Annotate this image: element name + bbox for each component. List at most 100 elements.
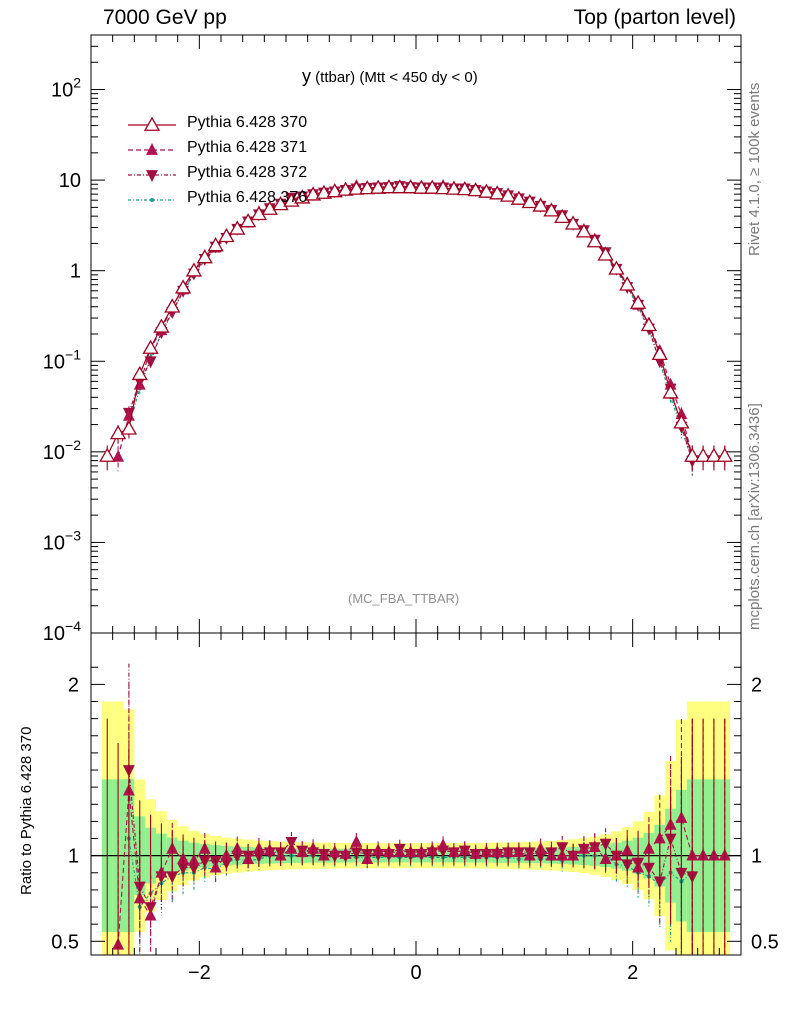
ratio-axis-label: Ratio to Pythia 6.428 370 xyxy=(18,726,35,895)
data-point xyxy=(489,185,506,200)
data-point xyxy=(142,339,159,354)
plot-title-sub: (ttbar) (Mtt < 450 dy < 0) xyxy=(311,69,478,86)
data-point xyxy=(229,220,246,235)
data-point xyxy=(543,202,560,217)
series-main-1 xyxy=(112,179,731,472)
ratio-point xyxy=(144,908,157,921)
data-point xyxy=(120,420,138,435)
data-point xyxy=(218,227,235,243)
data-point xyxy=(554,208,571,224)
ratio-plot-frame xyxy=(90,632,742,956)
data-point xyxy=(532,197,549,212)
series-main-2 xyxy=(122,181,699,476)
y-tick-label: 102 xyxy=(51,75,81,102)
data-point xyxy=(250,205,268,221)
observable-label: Top (parton level) xyxy=(573,6,736,29)
data-point xyxy=(131,365,148,381)
data-point xyxy=(597,246,614,261)
data-point xyxy=(185,262,203,277)
data-point xyxy=(369,179,387,194)
analysis-watermark: (MC_FBA_TTBAR) xyxy=(348,591,460,606)
data-point xyxy=(521,193,538,209)
data-point xyxy=(122,408,135,421)
main-y-axis: 10−4 10−3 10−2 10−1 1 10 102 xyxy=(43,34,741,645)
x-tick-label: −2 xyxy=(188,962,211,984)
data-point xyxy=(261,200,278,215)
data-point xyxy=(144,356,157,369)
data-point xyxy=(326,183,343,198)
ratio-y-axis: 0.5 0.5 1 1 2 2 xyxy=(51,666,779,953)
data-point xyxy=(673,414,690,429)
ratio-tick-label-right: 1 xyxy=(751,846,762,868)
data-point xyxy=(434,180,452,195)
legend-label-370: Pythia 6.428 370 xyxy=(187,114,308,131)
y-tick-label: 1 xyxy=(70,261,81,283)
ratio-tick-label: 0.5 xyxy=(51,931,79,953)
data-point xyxy=(619,276,636,291)
data-point xyxy=(112,449,125,462)
data-point xyxy=(348,180,365,195)
data-point xyxy=(445,180,463,195)
data-point xyxy=(359,180,376,195)
series-line xyxy=(106,186,725,457)
legend-marker xyxy=(146,143,158,155)
ratio-tick-label: 2 xyxy=(68,674,79,696)
data-point xyxy=(413,179,430,194)
data-point xyxy=(402,179,419,194)
y-tick-label: 10 xyxy=(59,170,81,192)
data-point xyxy=(153,318,170,333)
data-point xyxy=(575,223,593,238)
data-point xyxy=(391,179,408,194)
series-line xyxy=(128,187,693,461)
mcplots-reference-label: mcplots.cern.ch [arXiv:1306.3436] xyxy=(746,403,763,630)
data-point xyxy=(510,190,528,205)
ratio-point xyxy=(437,838,450,851)
data-point xyxy=(684,447,701,462)
series-ratio-0 xyxy=(106,718,726,955)
series-line xyxy=(128,185,693,461)
data-point xyxy=(337,181,354,196)
x-tick-label: 2 xyxy=(627,962,638,984)
data-point xyxy=(456,181,473,196)
data-point xyxy=(174,279,192,294)
data-point xyxy=(716,447,733,462)
data-point xyxy=(99,447,116,462)
data-point xyxy=(651,345,668,360)
data-point xyxy=(664,377,677,390)
data-point xyxy=(239,213,257,228)
ratio-bands xyxy=(101,701,731,955)
data-point xyxy=(109,425,127,440)
data-point xyxy=(478,183,495,198)
legend-label-372: Pythia 6.428 372 xyxy=(187,164,308,181)
x-axis: −2 0 2 xyxy=(90,35,742,984)
x-tick-label: 0 xyxy=(410,962,421,984)
legend-marker xyxy=(143,116,161,131)
collision-energy-label: 7000 GeV pp xyxy=(103,6,227,29)
ratio-line xyxy=(128,838,693,909)
data-point xyxy=(608,260,625,275)
legend-label-376: Pythia 6.428 376 xyxy=(187,189,308,206)
data-point xyxy=(315,184,333,199)
y-tick-label: 10−4 xyxy=(43,618,81,645)
ratio-tick-label-right: 0.5 xyxy=(751,931,779,953)
plot-title-main: y xyxy=(302,66,311,86)
y-tick-label: 10−3 xyxy=(43,527,81,554)
data-point xyxy=(629,294,647,309)
y-tick-label: 10−1 xyxy=(43,346,81,373)
legend-marker xyxy=(150,198,154,202)
data-point xyxy=(424,179,441,194)
data-point xyxy=(207,237,224,252)
y-tick-label: 10−2 xyxy=(43,437,81,464)
plot-title: y (ttbar) (Mtt < 450 dy < 0) xyxy=(302,66,478,87)
data-point xyxy=(164,298,181,313)
series-main-0 xyxy=(99,179,733,471)
ratio-point xyxy=(350,834,363,847)
data-point xyxy=(499,187,517,202)
data-point xyxy=(564,215,582,230)
series-main-3 xyxy=(126,185,695,476)
legend xyxy=(128,116,176,202)
data-point xyxy=(662,384,679,399)
legend-label-371: Pythia 6.428 371 xyxy=(187,139,308,156)
ratio-tick-label: 1 xyxy=(68,846,79,868)
